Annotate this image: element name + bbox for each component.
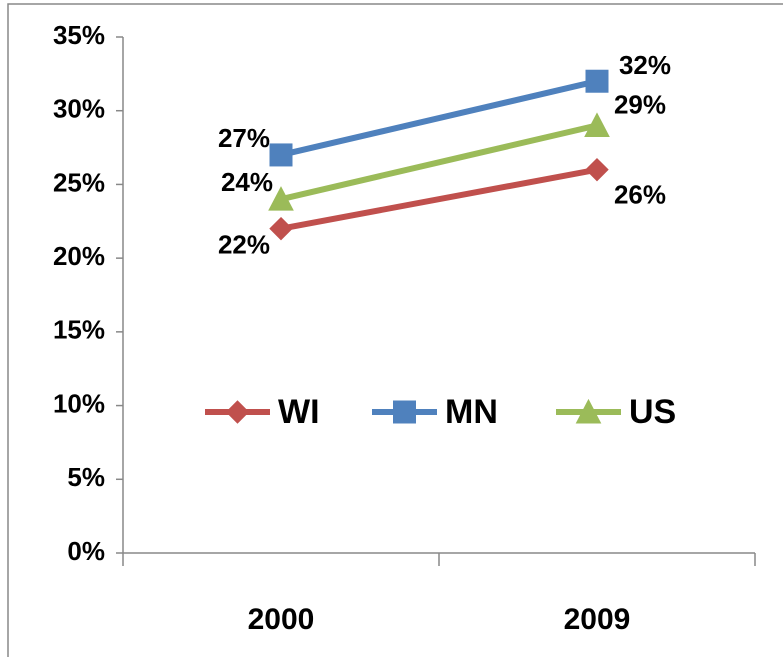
legend-label: MN: [445, 393, 498, 431]
marker: [269, 216, 293, 241]
x-tick-label: 2009: [564, 603, 631, 636]
legend-label: US: [629, 393, 676, 431]
data-label: 26%: [614, 180, 666, 210]
legend-label: WI: [278, 393, 320, 431]
chart-frame: [7, 3, 783, 657]
marker: [584, 112, 610, 137]
data-label: 32%: [619, 50, 671, 80]
y-tick-label: 5%: [67, 462, 105, 492]
y-tick-label: 20%: [53, 241, 105, 271]
y-tick-label: 10%: [53, 388, 105, 418]
y-tick-label: 35%: [53, 20, 105, 50]
series-line: [280, 78, 598, 158]
series-line: [280, 166, 598, 232]
x-tick-label: 2000: [248, 603, 315, 636]
y-tick-label: 30%: [53, 94, 105, 124]
data-label: 27%: [218, 123, 270, 153]
marker: [585, 157, 609, 182]
y-tick-label: 0%: [67, 536, 105, 566]
marker: [268, 186, 294, 211]
y-tick-label: 15%: [53, 315, 105, 345]
data-label: 29%: [614, 89, 666, 119]
series-line: [280, 122, 598, 203]
marker: [393, 400, 416, 424]
marker: [575, 398, 602, 424]
marker: [225, 400, 250, 424]
marker: [269, 143, 293, 167]
y-tick-label: 25%: [53, 167, 105, 197]
marker: [585, 69, 609, 93]
data-label: 24%: [221, 167, 273, 197]
data-label: 22%: [218, 230, 270, 260]
